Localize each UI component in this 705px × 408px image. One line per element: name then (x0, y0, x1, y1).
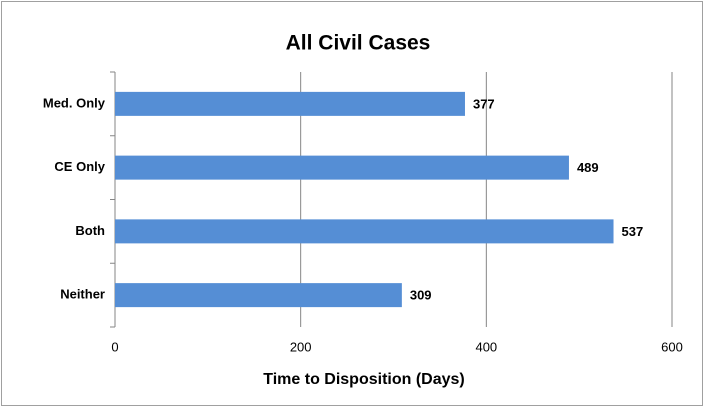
data-label: 537 (622, 224, 644, 239)
data-label: 309 (410, 288, 432, 303)
x-tick-label: 200 (290, 339, 312, 354)
x-tick-label: 400 (475, 339, 497, 354)
bar (115, 91, 465, 116)
bar (115, 155, 569, 180)
y-tick-label: Med. Only (43, 95, 106, 110)
x-axis-title: Time to Disposition (Days) (263, 371, 465, 388)
bar (115, 283, 402, 308)
bar (115, 219, 614, 244)
x-tick-label: 600 (661, 339, 683, 354)
y-tick-label: Both (75, 223, 105, 238)
data-label: 377 (473, 96, 495, 111)
chart-title: All Civil Cases (286, 32, 431, 55)
y-tick-label: CE Only (54, 159, 105, 174)
y-tick-label: Neither (60, 287, 105, 302)
x-tick-label: 0 (111, 339, 118, 354)
data-label: 489 (577, 160, 599, 175)
